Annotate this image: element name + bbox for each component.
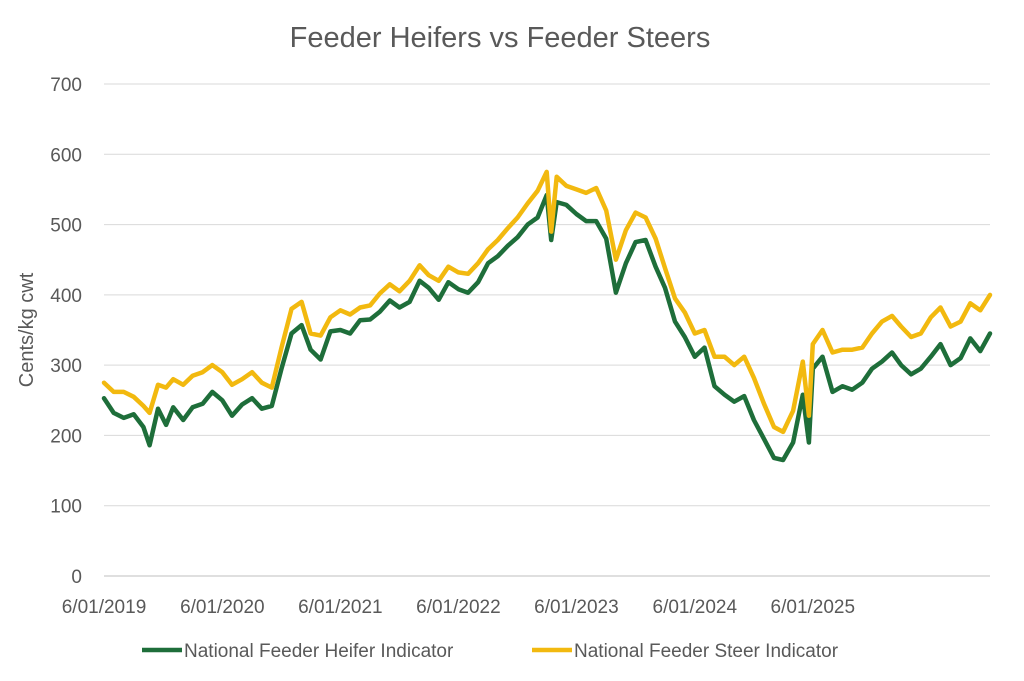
x-tick-label: 6/01/2020 — [180, 597, 265, 618]
x-tick-label: 6/01/2025 — [771, 597, 856, 618]
y-axis-ticks: 0 100 200 300 400 500 600 700 — [50, 75, 82, 588]
chart-title: Feeder Heifers vs Feeder Steers — [290, 22, 711, 54]
x-axis-ticks: 6/01/2019 6/01/2020 6/01/2021 6/01/2022 6/01… — [62, 597, 855, 618]
y-tick-label: 300 — [50, 356, 82, 377]
x-tick-label: 6/01/2019 — [62, 597, 147, 618]
series-lines — [101, 169, 993, 463]
x-tick-label: 6/01/2023 — [534, 597, 619, 618]
y-tick-label: 400 — [50, 286, 82, 307]
y-tick-label: 600 — [50, 145, 82, 166]
x-tick-label: 6/01/2024 — [653, 597, 738, 618]
series-line-heifer — [101, 192, 993, 463]
y-tick-label: 100 — [50, 497, 82, 518]
grid-lines — [104, 83, 990, 577]
y-tick-label: 700 — [50, 75, 82, 96]
series-line-steer — [101, 169, 993, 435]
legend-label: National Feeder Heifer Indicator — [184, 641, 454, 662]
y-axis-title: Cents/kg cwt — [16, 272, 38, 387]
x-tick-label: 6/01/2021 — [298, 597, 383, 618]
y-tick-label: 500 — [50, 216, 82, 237]
legend-label: National Feeder Steer Indicator — [574, 641, 839, 662]
x-tick-label: 6/01/2022 — [416, 597, 501, 618]
y-tick-label: 200 — [50, 426, 82, 447]
legend: National Feeder Heifer Indicator National… — [142, 641, 839, 662]
y-tick-label: 0 — [71, 567, 82, 588]
